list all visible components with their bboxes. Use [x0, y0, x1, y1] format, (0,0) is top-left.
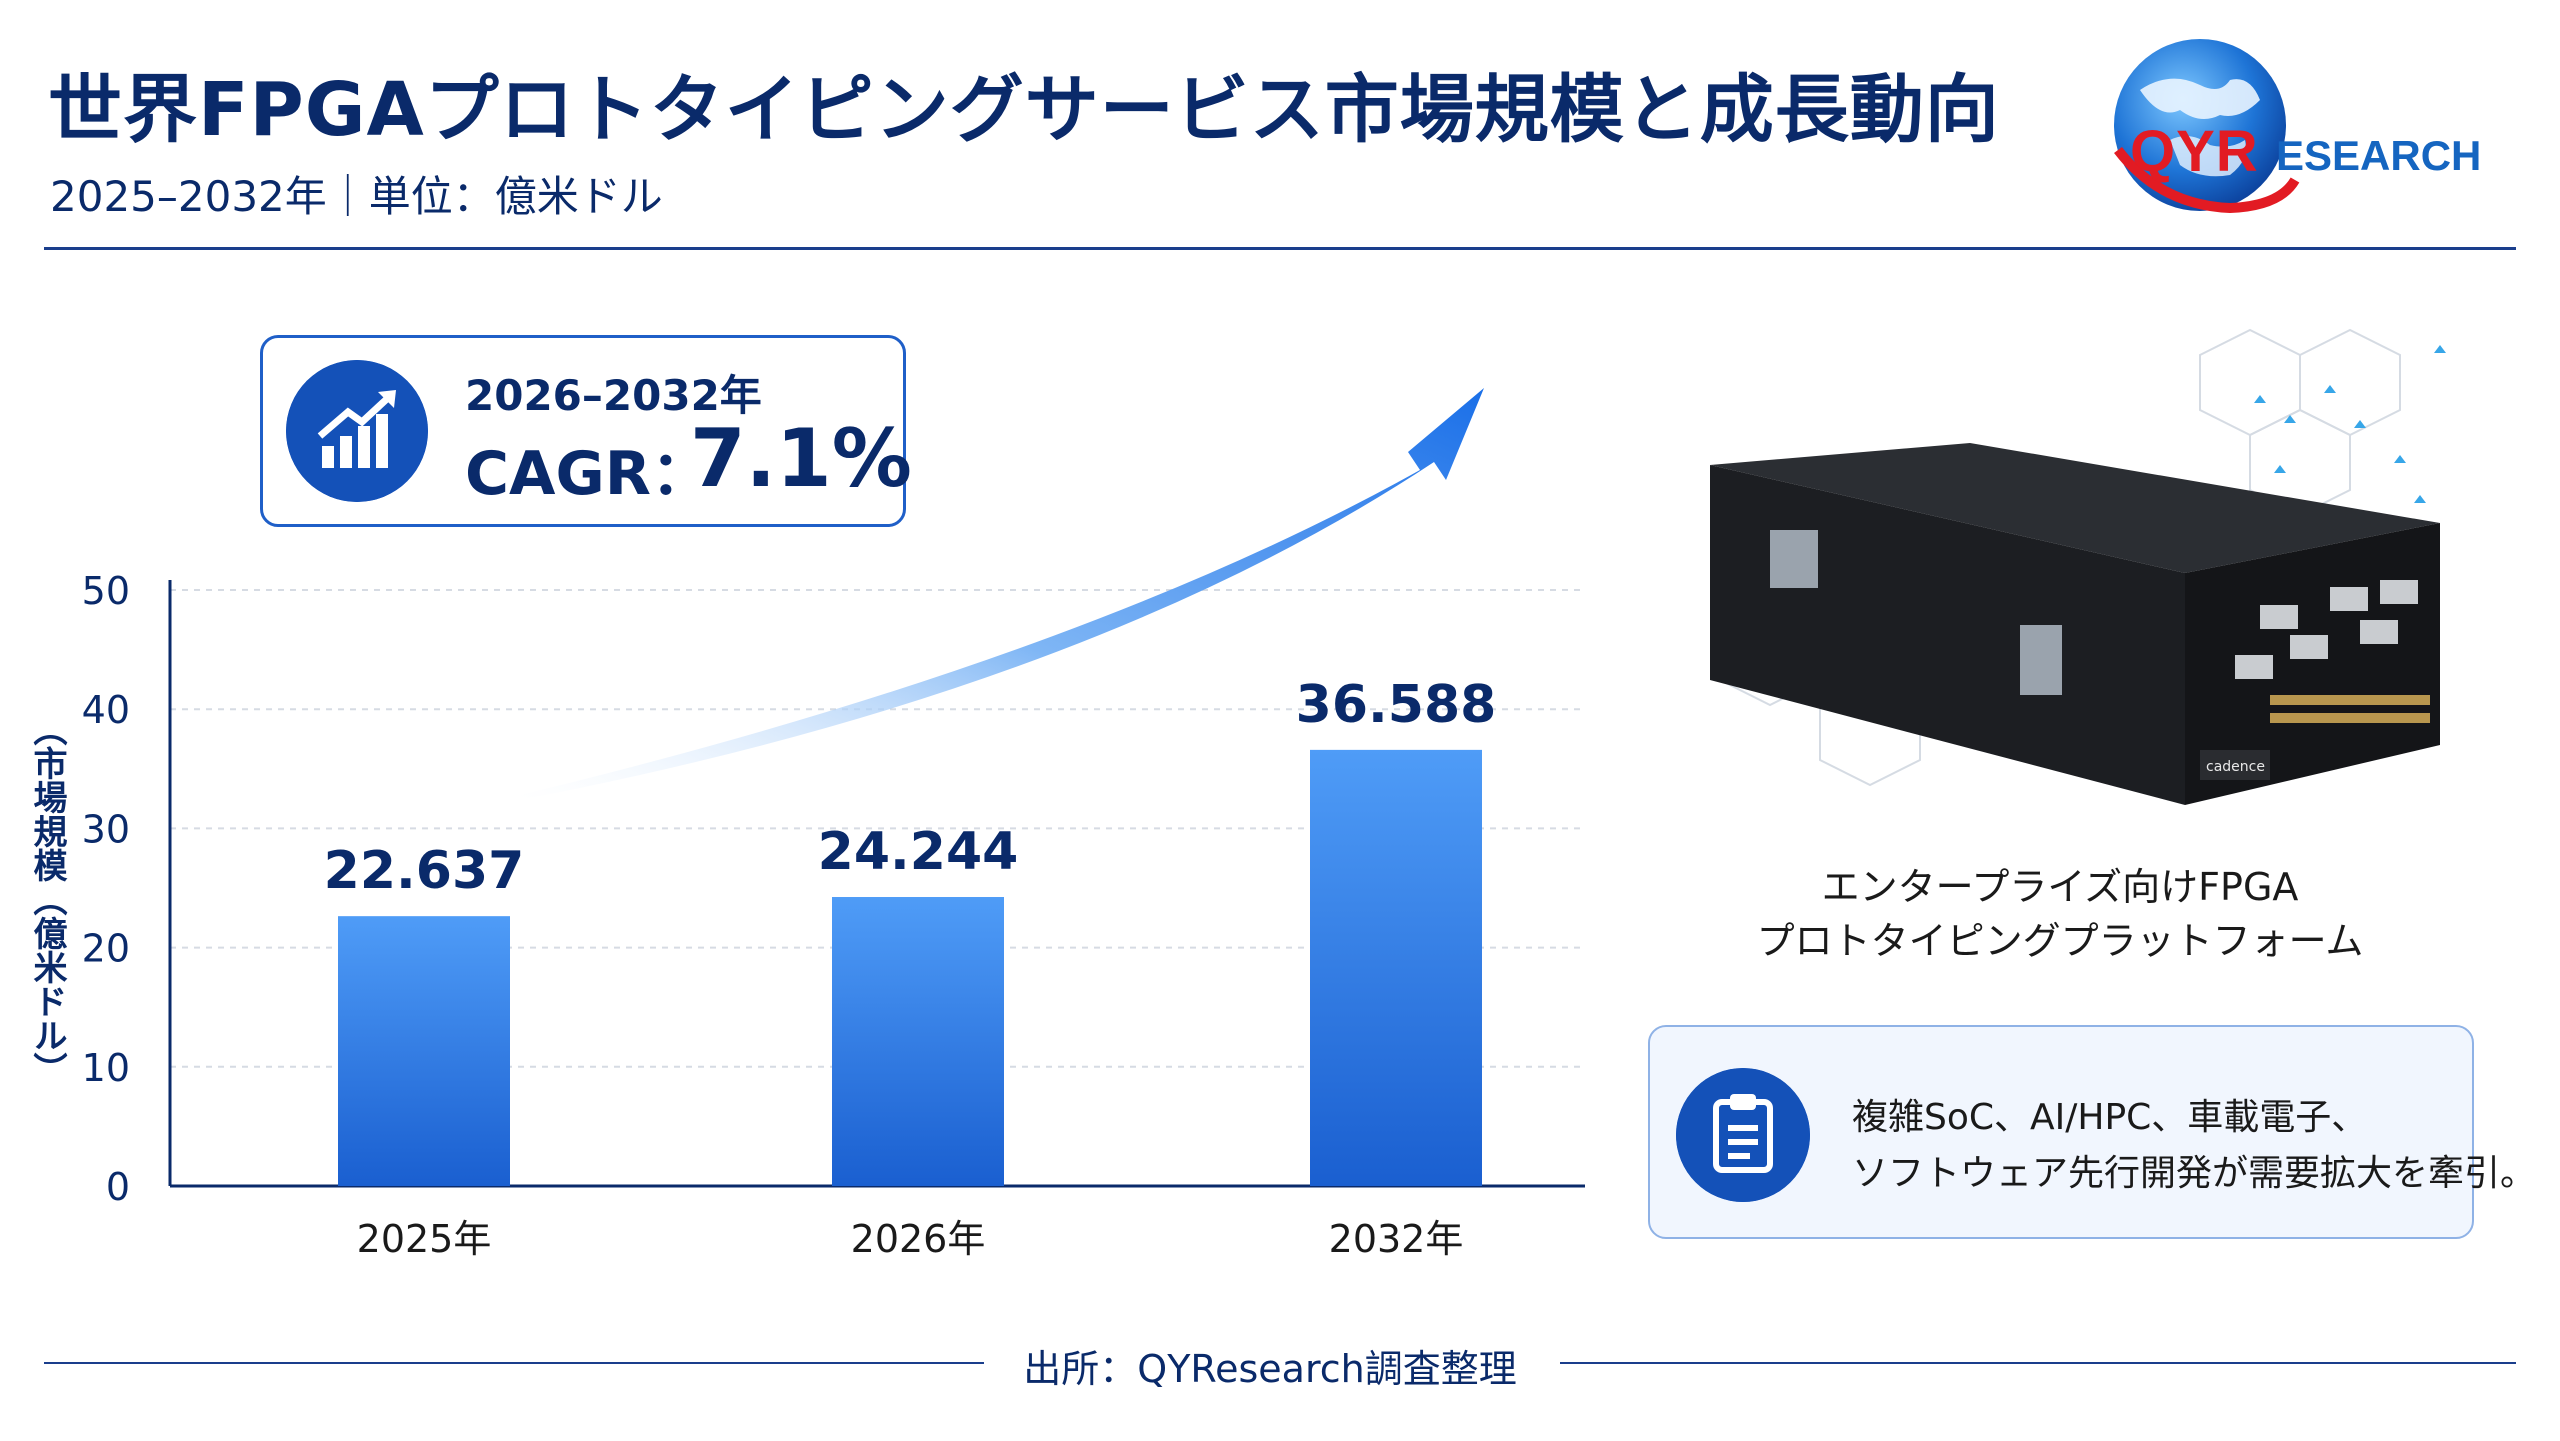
y-tick-label: 10 — [82, 1046, 130, 1090]
logo-qyr-text: QYR — [2130, 119, 2259, 184]
product-caption-line2: プロトタイピングプラットフォーム — [1756, 919, 2364, 963]
growth-chart-icon — [286, 360, 428, 502]
page-title: 世界FPGAプロトタイピングサービス市場規模と成長動向 — [48, 67, 2000, 153]
y-tick-label: 50 — [82, 569, 130, 613]
bar — [832, 897, 1004, 1186]
logo-esearch-text: ESEARCH — [2276, 132, 2482, 179]
y-tick-label: 0 — [106, 1165, 130, 1209]
y-axis-label: （市場規模（億米ドル） — [27, 712, 67, 1086]
bar-value-label: 24.244 — [818, 822, 1019, 882]
info-line-2: ソフトウェア先行開発が需要拡大を牽引。 — [1852, 1153, 2537, 1194]
cagr-value: 7.1% — [690, 412, 912, 505]
product-caption-line1: エンタープライズ向けFPGA — [1821, 865, 2299, 909]
x-tick-label: 2032年 — [1329, 1217, 1464, 1261]
qyresearch-logo — [2114, 39, 2300, 214]
driver-info-panel — [1648, 1025, 2474, 1239]
bar — [338, 916, 510, 1186]
product-caption: エンタープライズ向けFPGA プロトタイピングプラットフォーム — [1690, 860, 2430, 968]
bar-value-label: 36.588 — [1296, 675, 1497, 735]
fpga-platform-image: cadence — [1710, 328, 2446, 805]
cagr-label: CAGR： — [465, 439, 711, 509]
bar — [1310, 749, 1482, 1186]
y-tick-label: 40 — [82, 688, 130, 732]
cagr-period: 2026–2032年 — [465, 371, 762, 420]
bar-value-label: 22.637 — [324, 841, 525, 901]
y-tick-label: 20 — [82, 927, 130, 971]
footer-divider-left — [44, 1362, 984, 1364]
clipboard-icon — [1676, 1068, 1810, 1202]
x-tick-label: 2026年 — [851, 1217, 986, 1261]
info-line-1: 複雑SoC、AI/HPC、車載電子、 — [1852, 1097, 2368, 1138]
page-subtitle: 2025–2032年｜単位：億米ドル — [50, 172, 663, 221]
header-divider — [44, 247, 2516, 250]
footer-divider-right — [1560, 1362, 2516, 1364]
x-tick-label: 2025年 — [357, 1217, 492, 1261]
source-note: 出所：QYResearch調査整理 — [1023, 1347, 1517, 1391]
cadence-brand: cadence — [2206, 759, 2265, 775]
y-tick-label: 30 — [82, 807, 130, 851]
